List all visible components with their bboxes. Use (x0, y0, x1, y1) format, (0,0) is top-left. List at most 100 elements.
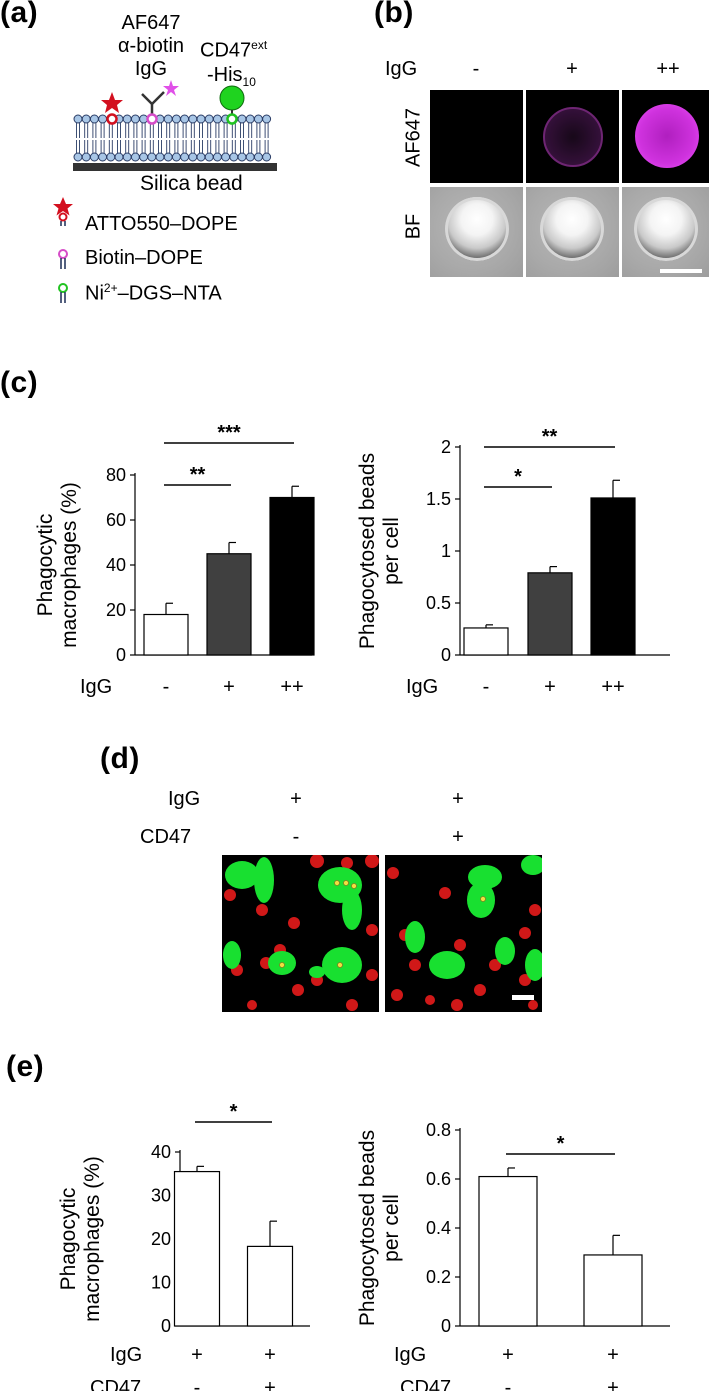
x-category-label: + (544, 676, 556, 698)
panel-d-igg-1: + (290, 788, 302, 810)
igg-antibody (141, 91, 165, 116)
y-tick-label: 0.5 (426, 593, 451, 613)
y-tick-label: 20 (151, 1229, 171, 1249)
silica-bead-label: Silica bead (140, 172, 243, 195)
legend-nta-label: Ni2+–DGS–NTA (85, 281, 222, 305)
bar (206, 553, 252, 656)
significance-label: * (514, 466, 522, 488)
bar (583, 1254, 643, 1327)
scale-bar (660, 269, 702, 273)
row-label-af647: AF647 (402, 108, 425, 167)
x-category-label: + (223, 676, 235, 698)
y-tick-label: 0 (161, 1316, 171, 1336)
legend-biotin-icon (58, 249, 68, 269)
panel-b-cond-1: - (472, 58, 480, 80)
bf-image-plusplus (622, 187, 709, 277)
x-row2-label: CD47 (400, 1377, 451, 1391)
y-tick-label: 0 (441, 645, 451, 665)
legend-atto550-label: ATTO550–DOPE (85, 213, 238, 235)
legend-atto550-icon (53, 197, 73, 226)
cd47-label-2: -His10 (207, 64, 256, 89)
panel-d-igg-2: + (452, 788, 464, 810)
y-tick-label: 60 (106, 510, 126, 530)
y-axis-label-line2: macrophages (%) (81, 1156, 104, 1322)
y-axis-label-line1: Phagocytosed beads (356, 453, 379, 649)
panel-e-letter: (e) (6, 1050, 45, 1083)
y-tick-label: 80 (106, 465, 126, 485)
af647-image-neg (430, 90, 523, 183)
cd47-protein (219, 85, 245, 111)
af647-label-2: α-biotin (117, 35, 185, 57)
af647-image-plus (526, 90, 619, 183)
af647-image-plusplus (622, 90, 709, 183)
x-row1-label: IgG (110, 1344, 142, 1366)
panel-d-cd47-label: CD47 (140, 826, 192, 848)
panel-b-igg-label: IgG (385, 58, 418, 80)
af647-label-1: AF647 (121, 12, 181, 34)
y-axis-label-line2: per cell (380, 1194, 403, 1262)
y-tick-label: 0 (441, 1316, 451, 1336)
bar (269, 496, 315, 656)
atto550-star (101, 92, 123, 113)
bar (463, 627, 509, 656)
y-tick-label: 1 (441, 541, 451, 561)
significance-label: * (557, 1133, 565, 1155)
y-tick-label: 2 (441, 437, 451, 457)
y-tick-label: 40 (151, 1142, 171, 1162)
panel-b-cond-3: ++ (656, 58, 680, 80)
x-row1-value: + (607, 1344, 619, 1366)
fluorescence-image-igg (222, 855, 379, 1012)
x-row1-label: IgG (394, 1344, 426, 1366)
panel-d-igg-label: IgG (168, 788, 201, 810)
y-tick-label: 0 (116, 645, 126, 665)
panel-d-cd47-2: + (452, 826, 464, 848)
x-row1-value: + (502, 1344, 514, 1366)
y-tick-label: 20 (106, 600, 126, 620)
y-axis-label-line1: Phagocytosed beads (356, 1130, 379, 1326)
row-label-bf: BF (402, 213, 425, 240)
x-category-label: - (483, 676, 490, 698)
panel-b-cond-2: + (566, 58, 578, 80)
panel-a-letter: (a) (0, 0, 39, 29)
panel-c-letter: (c) (0, 366, 39, 399)
x-row2-value: + (264, 1377, 276, 1391)
panel-d-cd47-1: - (292, 826, 300, 848)
y-tick-label: 0.4 (426, 1218, 451, 1238)
significance-label: ** (190, 464, 206, 486)
y-tick-label: 40 (106, 555, 126, 575)
bar (478, 1175, 538, 1327)
panel-b-letter: (b) (374, 0, 414, 29)
y-axis-label-line1: Phagocytic (57, 1188, 80, 1291)
atto550-head (106, 113, 118, 125)
x-category-label: ++ (601, 676, 624, 698)
x-category-label: ++ (280, 676, 303, 698)
bf-image-plus (526, 187, 619, 277)
legend-biotin-label: Biotin–DOPE (85, 247, 203, 269)
biotin-head (146, 113, 158, 125)
bar (173, 1170, 221, 1327)
legend-nta-icon (58, 283, 68, 303)
af647-star (163, 80, 179, 96)
bar (246, 1245, 294, 1327)
y-tick-label: 0.8 (426, 1120, 451, 1140)
y-axis-label-line1: Phagocytic (34, 514, 57, 617)
af647-label-3: IgG (134, 58, 168, 80)
membrane-diagram (73, 80, 277, 171)
x-row1-value: + (191, 1344, 203, 1366)
panel-d-letter: (d) (100, 742, 140, 775)
y-axis-label-line2: per cell (380, 517, 403, 585)
x-row2-value: + (607, 1377, 619, 1391)
x-row2-value: - (194, 1377, 201, 1391)
x-category-label: - (163, 676, 170, 698)
y-tick-label: 0.2 (426, 1267, 451, 1287)
x-row2-value: - (505, 1377, 512, 1391)
significance-label: ** (542, 426, 558, 448)
y-tick-label: 1.5 (426, 489, 451, 509)
y-tick-label: 30 (151, 1186, 171, 1206)
silica-surface (73, 163, 277, 171)
x-row1-value: + (264, 1344, 276, 1366)
chart-e-phagocytic-macrophages: 0 10 20 30 40 Phagocytic macrophages (%) * IgG CD… (57, 1101, 310, 1391)
significance-label: *** (217, 422, 241, 444)
